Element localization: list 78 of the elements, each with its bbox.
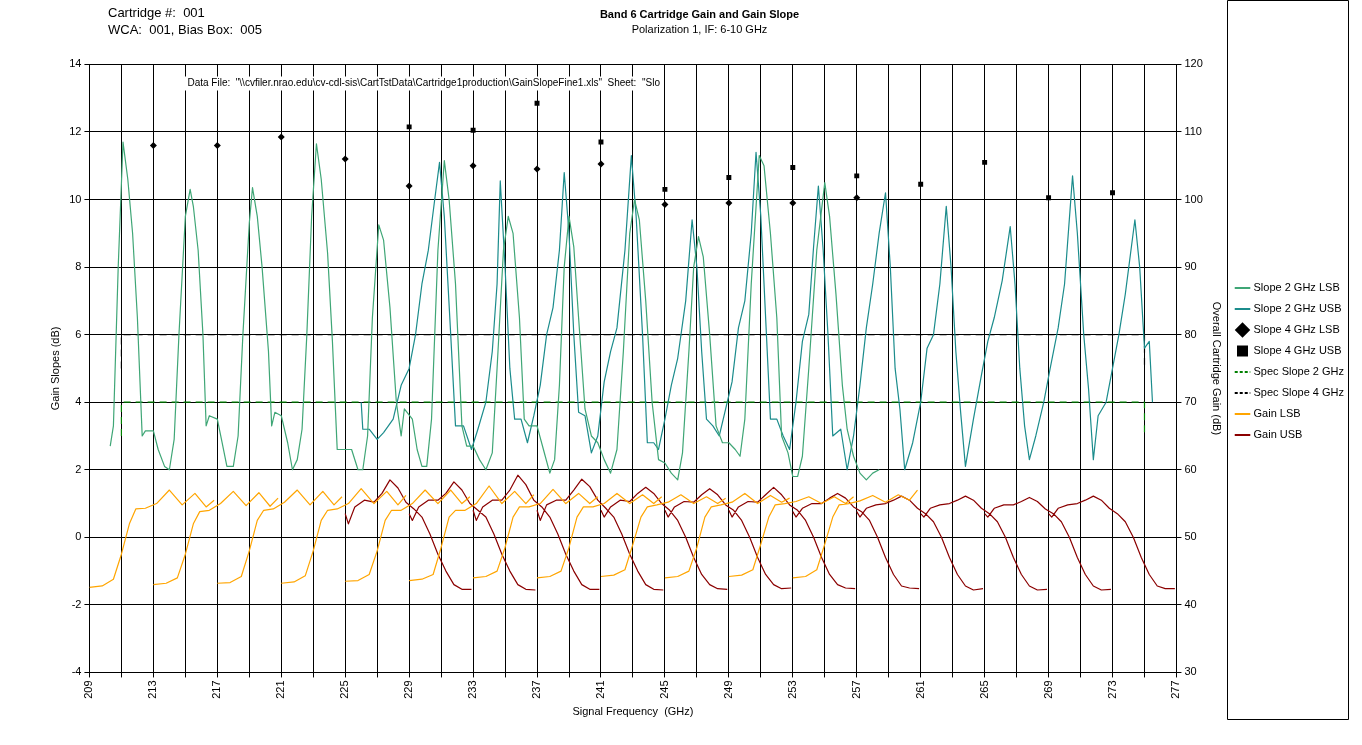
point xyxy=(406,124,412,130)
x-tick-label: 249 xyxy=(721,680,734,699)
point xyxy=(341,155,349,163)
x-tick-label: 229 xyxy=(402,680,415,699)
y-tick-label: 0 xyxy=(75,530,82,543)
x-tick-label: 241 xyxy=(594,680,607,699)
x-tick-label: 221 xyxy=(274,680,287,699)
point xyxy=(853,194,861,202)
legend-label: Gain USB xyxy=(1253,428,1303,441)
y2-tick-label: 110 xyxy=(1184,124,1202,137)
y2-tick-label: 30 xyxy=(1184,665,1197,678)
y-tick-label: 10 xyxy=(69,192,82,205)
x-tick-label: 217 xyxy=(210,680,223,699)
point xyxy=(469,162,477,170)
text: Cartridge #: 001 xyxy=(108,4,205,20)
point xyxy=(918,181,924,187)
legend-label: Slope 2 GHz LSB xyxy=(1253,281,1340,294)
y-tick-label: 14 xyxy=(69,57,82,70)
chart-title: Band 6 Cartridge Gain and Gain Slope xyxy=(599,7,800,20)
point xyxy=(725,199,733,207)
point xyxy=(533,165,541,173)
point xyxy=(1046,195,1052,201)
legend-label: Slope 4 GHz LSB xyxy=(1253,323,1340,336)
y-tick-label: 8 xyxy=(75,260,82,273)
y-tick-label: -2 xyxy=(71,597,82,610)
x-tick-label: 261 xyxy=(913,680,926,699)
point xyxy=(598,139,604,145)
x-tick-label: 269 xyxy=(1041,680,1054,699)
x-tick-label: 209 xyxy=(82,680,95,699)
x-tick-label: 253 xyxy=(785,680,798,699)
y-axis-title: Gain Slopes (dB) xyxy=(48,326,61,411)
y2-axis-title: Overall Cartridge Gain (dB) xyxy=(1211,301,1224,436)
x-tick-label: 237 xyxy=(530,680,543,699)
legend-label: Spec Slope 4 GHz xyxy=(1253,386,1345,399)
point xyxy=(661,201,669,209)
chart-subtitle: Polarization 1, IF: 6-10 GHz xyxy=(631,22,768,35)
y-tick-label: 12 xyxy=(69,124,82,137)
point xyxy=(149,141,157,149)
legend-label: Slope 4 GHz USB xyxy=(1253,344,1342,357)
y2-tick-label: 80 xyxy=(1184,327,1197,340)
legend-label: Slope 2 GHz USB xyxy=(1253,302,1342,315)
legend-label: Spec Slope 2 GHz xyxy=(1253,365,1345,378)
y2-tick-label: 50 xyxy=(1184,530,1197,543)
point xyxy=(597,160,605,168)
text: WCA: 001, Bias Box: 005 xyxy=(108,21,262,37)
y2-tick-label: 90 xyxy=(1184,260,1197,273)
point xyxy=(277,133,285,141)
x-tick-label: 225 xyxy=(338,680,351,699)
point xyxy=(726,175,732,181)
point xyxy=(789,199,797,207)
y2-tick-label: 100 xyxy=(1184,192,1203,205)
x-tick-label: 273 xyxy=(1105,680,1118,699)
point xyxy=(470,127,476,133)
y-tick-label: 4 xyxy=(75,395,82,408)
y-tick-label: 2 xyxy=(75,462,82,475)
point xyxy=(534,100,540,106)
y2-tick-label: 40 xyxy=(1184,597,1197,610)
legend-label: Gain LSB xyxy=(1253,407,1301,420)
point xyxy=(213,141,221,149)
point xyxy=(982,159,988,165)
x-tick-label: 257 xyxy=(849,680,862,699)
x-tick-label: 233 xyxy=(466,680,479,699)
point xyxy=(854,173,860,179)
x-tick-label: 245 xyxy=(657,680,670,699)
annotation: Data File: "\\cvfiler.nrao.edu\cv-cdl-sis\CartTstData\Cartridge1production\GainSlopeFine1.xls" Sheet: "Slo xyxy=(187,77,661,89)
x-tick-label: 277 xyxy=(1169,680,1182,699)
x-tick-label: 265 xyxy=(977,680,990,699)
point xyxy=(790,164,796,170)
x-axis-title: Signal Frequency (GHz) xyxy=(572,705,694,718)
point xyxy=(405,182,413,190)
y-tick-label: 6 xyxy=(75,327,82,340)
x-tick-label: 213 xyxy=(146,680,159,699)
y2-tick-label: 120 xyxy=(1184,57,1203,70)
y2-tick-label: 70 xyxy=(1184,395,1197,408)
y-tick-label: -4 xyxy=(71,665,82,678)
point xyxy=(662,186,668,192)
y2-tick-label: 60 xyxy=(1184,462,1197,475)
point xyxy=(1110,190,1115,196)
